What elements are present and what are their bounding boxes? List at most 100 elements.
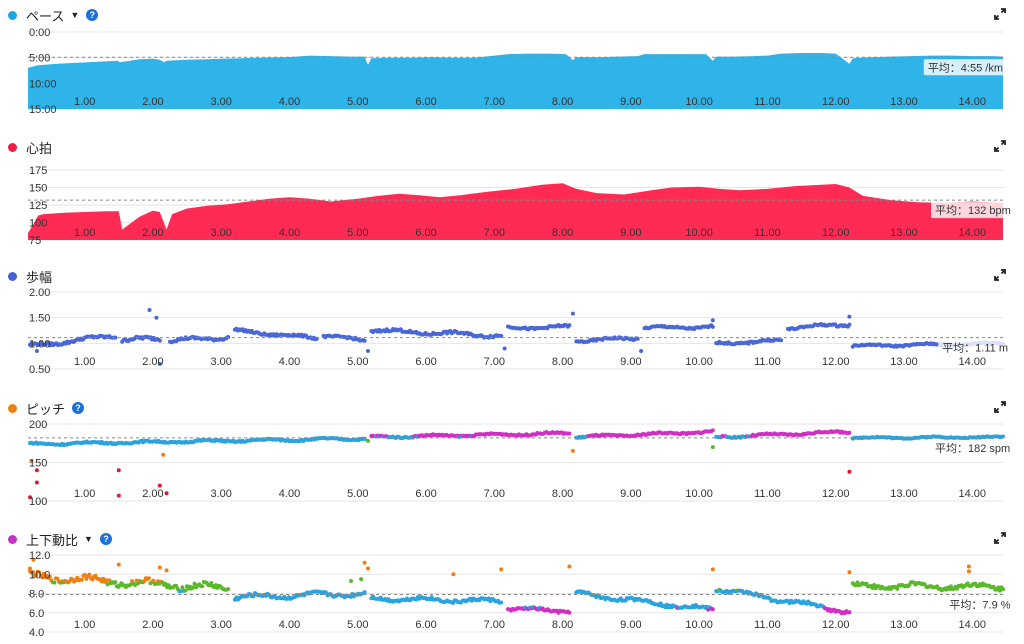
- heart-rate-expand-icon[interactable]: [994, 140, 1006, 152]
- pace-help-icon[interactable]: ?: [86, 9, 99, 21]
- cadence-outlier-point: [116, 468, 121, 473]
- pace-x-tick-label: 14.00: [959, 96, 987, 108]
- vertical-ratio-outlier-point: [164, 568, 169, 573]
- vertical-ratio-y-tick-label: 6.0: [29, 608, 44, 620]
- cadence-legend-dot: [8, 403, 17, 413]
- vertical-ratio-point: [41, 571, 46, 576]
- pace-x-tick-label: 3.00: [211, 96, 232, 108]
- heart-rate-y-tick-label: 175: [29, 165, 47, 177]
- vertical-ratio-point: [955, 586, 959, 591]
- vertical-ratio-point: [31, 570, 36, 575]
- pace-dropdown-caret-icon[interactable]: ▼: [70, 10, 80, 20]
- heart-rate-x-tick-label: 8.00: [552, 227, 573, 239]
- vertical-ratio-x-tick-label: 6.00: [415, 619, 436, 631]
- vertical-ratio-x-tick-label: 7.00: [484, 619, 505, 631]
- pace-average-label: 平均：4:55 /km: [923, 59, 1011, 76]
- vertical-ratio-outlier-point: [28, 566, 32, 571]
- vertical-ratio-point: [178, 589, 183, 594]
- vertical-ratio-point: [180, 585, 185, 590]
- vertical-ratio-point: [226, 587, 231, 592]
- vertical-ratio-y-tick-label: 10.0: [29, 569, 50, 581]
- heart-rate-x-tick-label: 10.00: [685, 227, 713, 239]
- cadence-x-tick-label: 4.00: [279, 488, 300, 500]
- cadence-x-tick-label: 2.00: [142, 488, 163, 500]
- cadence-outlier-point: [366, 438, 370, 443]
- heart-rate-legend-dot: [8, 142, 17, 152]
- cadence-x-tick-label: 10.00: [685, 488, 713, 500]
- cadence-outlier-point: [570, 448, 575, 453]
- vertical-ratio-points: [28, 557, 1005, 616]
- pace-title: ペース: [26, 8, 65, 24]
- cadence-x-tick-label: 8.00: [552, 488, 573, 500]
- vertical-ratio-point: [79, 577, 84, 582]
- stride-x-tick-label: 4.00: [279, 356, 300, 368]
- stride-x-tick-label: 3.00: [211, 356, 232, 368]
- vertical-ratio-x-tick-label: 12.00: [822, 619, 850, 631]
- vertical-ratio-point: [55, 576, 60, 581]
- vertical-ratio-point: [1001, 587, 1005, 592]
- vertical-ratio-x-tick-label: 9.00: [620, 619, 641, 631]
- heart-rate-x-tick-label: 2.00: [142, 227, 163, 239]
- stride-expand-icon[interactable]: [994, 269, 1006, 281]
- vertical-ratio-outlier-point: [966, 569, 971, 574]
- heart-rate-header: 心拍: [8, 137, 52, 157]
- vertical-ratio-help-icon[interactable]: ?: [99, 533, 112, 545]
- cadence-header: ピッチ?: [8, 398, 85, 418]
- stride-x-tick-label: 11.00: [754, 356, 781, 368]
- stride-outlier-point: [847, 314, 852, 319]
- vertical-ratio-outlier-point: [847, 570, 852, 575]
- cadence-title: ピッチ: [26, 401, 66, 417]
- stride-x-tick-label: 2.00: [142, 356, 163, 368]
- cadence-x-tick-label: 12.00: [822, 488, 850, 500]
- pace-average-text: 平均：4:55 /km: [928, 61, 1003, 74]
- heart-rate-x-tick-label: 12.00: [822, 227, 850, 239]
- vertical-ratio-average-label: 平均：7.9 %: [945, 596, 1011, 613]
- vertical-ratio-expand-icon[interactable]: [994, 532, 1006, 544]
- stride-point: [499, 333, 504, 338]
- cadence-x-tick-label: 11.00: [754, 488, 781, 500]
- vertical-ratio-point: [872, 583, 877, 587]
- stride-point: [113, 335, 118, 340]
- vertical-ratio-outlier-point: [499, 567, 504, 572]
- cadence-expand-icon[interactable]: [994, 401, 1006, 413]
- vertical-ratio-point: [40, 575, 45, 580]
- vertical-ratio-x-tick-label: 4.00: [279, 619, 300, 631]
- vertical-ratio-point: [847, 610, 852, 615]
- cadence-chart: 100 150 200 1.00 2.00 3.00 4.00 5.00 6.00 7.00 8.0…: [28, 419, 1011, 508]
- stride-x-tick-label: 14.00: [959, 356, 987, 368]
- pace-x-tick-label: 5.00: [347, 96, 368, 108]
- stride-outlier-point: [34, 349, 39, 353]
- stride-point: [567, 323, 572, 328]
- cadence-point: [710, 428, 715, 433]
- heart-rate-average-label: 平均：132 bpm: [931, 202, 1011, 219]
- stride-outlier-point: [639, 349, 644, 353]
- cadence-points: [28, 428, 1005, 500]
- vertical-ratio-point: [997, 588, 1002, 593]
- vertical-ratio-point: [996, 585, 1001, 590]
- pace-x-tick-label: 12.00: [822, 96, 850, 108]
- vertical-ratio-point: [200, 584, 205, 589]
- heart-rate-area-series: [28, 183, 1003, 240]
- vertical-ratio-outlier-point: [567, 564, 572, 569]
- pace-expand-icon[interactable]: [994, 8, 1006, 20]
- stride-point: [362, 338, 367, 343]
- vertical-ratio-y-tick-label: 4.0: [29, 627, 44, 639]
- vertical-ratio-dropdown-caret-icon[interactable]: ▼: [84, 534, 93, 544]
- stride-point: [226, 335, 231, 339]
- heart-rate-panel: 心拍 75 100 125 150 175 1.00 2.00 3.00 4.00 5.00 6.00…: [0, 137, 1024, 247]
- vertical-ratio-y-tick-label: 8.0: [29, 589, 44, 601]
- vertical-ratio-point: [192, 581, 197, 586]
- cadence-average-text: 平均：182 spm: [935, 442, 1010, 455]
- heart-rate-y-tick-label: 125: [29, 200, 47, 212]
- heart-rate-y-tick-label: 150: [29, 183, 47, 195]
- cadence-x-tick-label: 9.00: [620, 488, 641, 500]
- cadence-help-icon[interactable]: ?: [72, 402, 85, 414]
- heart-rate-y-tick-label: 75: [29, 235, 41, 247]
- vertical-ratio-outlier-point: [966, 564, 971, 569]
- pace-chart: 0:00 5:00 10:00 15:00 1.00 2.00 3.00 4.00 5.00 6.…: [28, 27, 1011, 116]
- vertical-ratio-point: [133, 583, 138, 587]
- vertical-ratio-point: [499, 600, 504, 605]
- vertical-ratio-x-tick-label: 8.00: [552, 619, 573, 631]
- vertical-ratio-point: [105, 582, 110, 587]
- vertical-ratio-point: [52, 580, 57, 585]
